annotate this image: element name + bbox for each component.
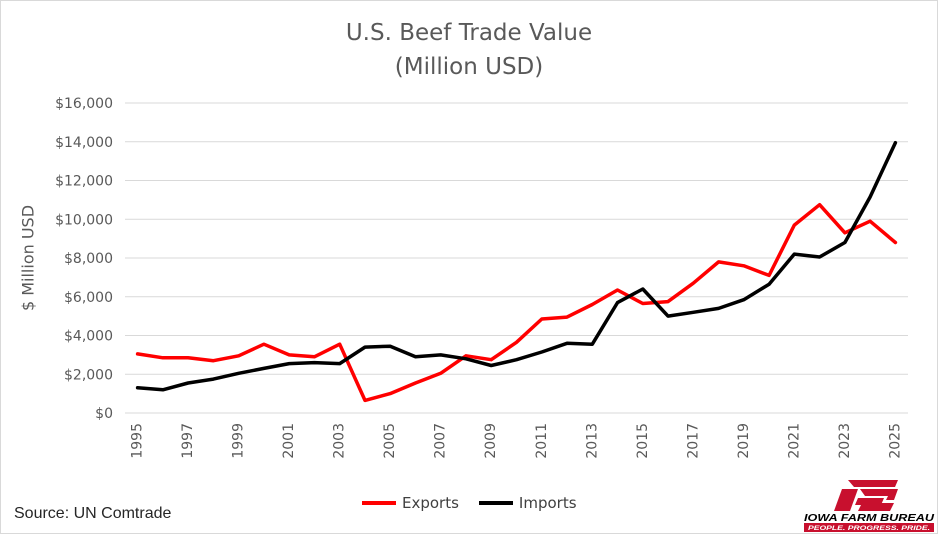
x-tick-label: 2021 [786, 423, 802, 459]
y-tick-label: $6,000 [64, 290, 113, 306]
x-tick-label: 2023 [837, 423, 853, 459]
y-tick-label: $14,000 [55, 135, 113, 151]
x-tick-label: 2013 [584, 423, 600, 459]
legend: Exports Imports [362, 494, 577, 512]
y-tick-label: $4,000 [64, 329, 113, 345]
x-tick-label: 2017 [685, 423, 701, 459]
x-tick-label: 1997 [180, 423, 196, 459]
y-tick-label: $10,000 [55, 212, 113, 228]
legend-item-imports: Imports [478, 494, 577, 512]
y-tick-label: $2,000 [64, 367, 113, 383]
legend-swatch-exports [362, 501, 396, 505]
x-tick-label: 2001 [281, 423, 297, 459]
legend-item-exports: Exports [362, 494, 459, 512]
y-tick-label: $16,000 [55, 96, 113, 112]
y-tick-label: $8,000 [64, 251, 113, 267]
legend-label-imports: Imports [518, 494, 577, 512]
fb-mark-icon [834, 480, 898, 511]
y-tick-label: $12,000 [55, 174, 113, 190]
x-tick-label: 2005 [382, 423, 398, 459]
source-note: Source: UN Comtrade [14, 505, 172, 522]
x-tick-label: 1995 [130, 423, 146, 459]
x-tick-label: 2015 [635, 423, 651, 459]
x-tick-label: 2011 [534, 423, 550, 459]
series-line-imports [135, 140, 898, 392]
iowa-farm-bureau-logo: IOWA FARM BUREAU PEOPLE. PROGRESS. PRIDE… [804, 480, 935, 532]
x-tick-label: 2009 [483, 423, 499, 459]
x-tick-label: 2019 [736, 423, 752, 459]
series-line-exports [135, 202, 898, 403]
x-tick-label: 2003 [332, 423, 348, 459]
x-tick-label: 2025 [887, 423, 903, 459]
x-tick-label: 1999 [231, 423, 247, 459]
logo-name-text: IOWA FARM BUREAU [804, 513, 935, 524]
x-tick-label: 2007 [433, 423, 449, 459]
logo-tagline-bar [804, 523, 934, 532]
y-tick-label: $0 [95, 406, 113, 422]
legend-swatch-imports [478, 501, 513, 505]
chart-subtitle: (Million USD) [394, 54, 544, 80]
logo-tagline-text: PEOPLE. PROGRESS. PRIDE. [808, 525, 930, 532]
legend-label-exports: Exports [402, 494, 459, 512]
chart-title: U.S. Beef Trade Value [345, 20, 593, 46]
